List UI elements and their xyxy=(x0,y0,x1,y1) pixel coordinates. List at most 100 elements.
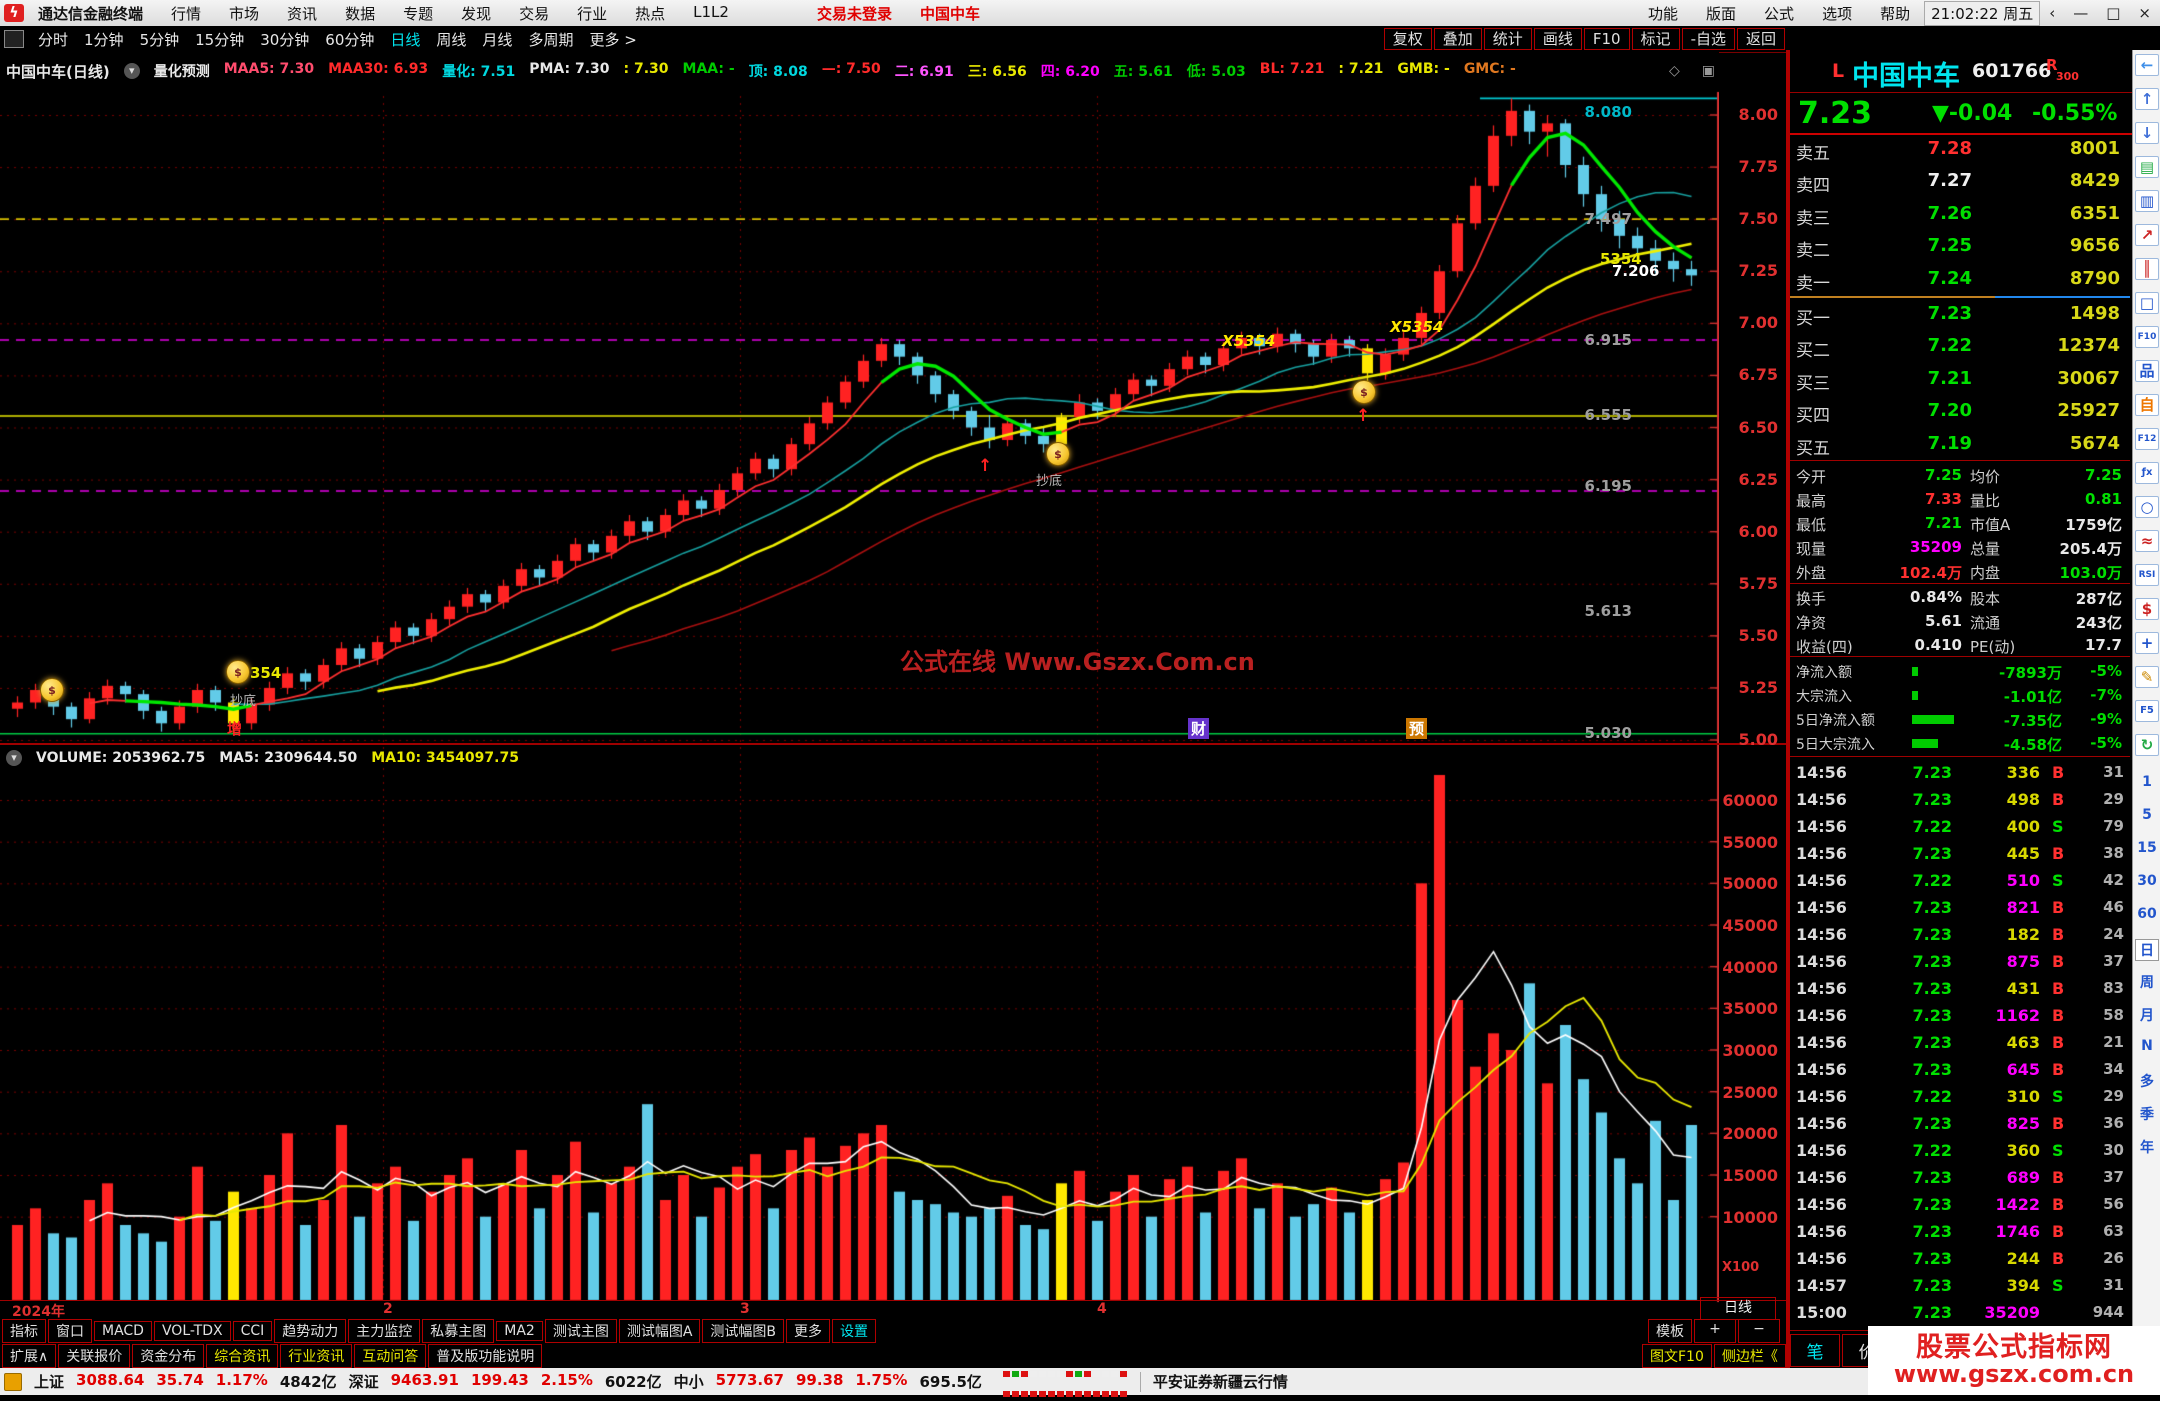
indicator-tab-测试主图[interactable]: 测试主图 xyxy=(544,1319,617,1343)
strip-period-30[interactable]: 30 xyxy=(2137,873,2157,889)
toolbar-button-F10[interactable]: F10 xyxy=(1583,28,1630,50)
indicator-tab-CCI[interactable]: CCI xyxy=(232,1321,273,1341)
extension-tab-资金分布[interactable]: 资金分布 xyxy=(132,1344,205,1368)
menu-item-版面[interactable]: 版面 xyxy=(1706,4,1737,23)
period-日线[interactable]: 日线 xyxy=(390,30,421,49)
extension-tab-综合资讯[interactable]: 综合资讯 xyxy=(206,1344,279,1368)
menu-item-功能[interactable]: 功能 xyxy=(1648,4,1679,23)
bottom-right-button-图文F10[interactable]: 图文F10 xyxy=(1642,1344,1712,1368)
strip-period-年[interactable]: 年 xyxy=(2140,1140,2154,1156)
restore-button[interactable]: □ xyxy=(2106,4,2121,22)
menu-item-L1L2[interactable]: L1L2 xyxy=(693,2,729,21)
strip-icon[interactable]: ≈ xyxy=(2135,530,2159,552)
strip-icon[interactable]: ↑ xyxy=(2135,88,2159,110)
indicator-tab-窗口[interactable]: 窗口 xyxy=(48,1319,92,1343)
menu-item-专题[interactable]: 专题 xyxy=(403,4,434,23)
indicator-tab-指标[interactable]: 指标 xyxy=(2,1319,46,1343)
stock-name[interactable]: 中国中车 xyxy=(1852,61,1960,92)
diamond-icon[interactable]: ◇ xyxy=(1668,63,1680,79)
toolbar-button-画线[interactable]: 画线 xyxy=(1533,28,1582,50)
indicator-tab-更多[interactable]: 更多 xyxy=(786,1319,831,1343)
period-15分钟[interactable]: 15分钟 xyxy=(195,30,245,49)
collapse-icon[interactable]: ▾ xyxy=(123,63,140,79)
window-mode-icon[interactable]: ▣ xyxy=(1701,63,1715,79)
indicator-name[interactable]: 量化预测 xyxy=(153,64,210,80)
menu-item-行情[interactable]: 行情 xyxy=(171,4,202,23)
period-1分钟[interactable]: 1分钟 xyxy=(84,30,124,49)
strip-period-日[interactable]: 日 xyxy=(2135,939,2159,961)
menu-item-热点[interactable]: 热点 xyxy=(635,4,666,23)
menu-item-数据[interactable]: 数据 xyxy=(345,4,376,23)
menu-item-资讯[interactable]: 资讯 xyxy=(287,4,318,23)
extension-tab-普及版功能说明[interactable]: 普及版功能说明 xyxy=(428,1344,543,1368)
strip-icon[interactable]: ↻ xyxy=(2135,734,2159,756)
template-button-模板[interactable]: 模板 xyxy=(1648,1319,1692,1343)
indicator-tab-MA2[interactable]: MA2 xyxy=(496,1321,543,1341)
extension-tab-互动问答[interactable]: 互动问答 xyxy=(354,1344,427,1368)
strip-icon[interactable]: ✎ xyxy=(2135,666,2159,688)
indicator-tab-测试幅图A[interactable]: 测试幅图A xyxy=(618,1319,701,1343)
strip-period-60[interactable]: 60 xyxy=(2137,906,2157,922)
period-5分钟[interactable]: 5分钟 xyxy=(139,30,180,49)
indicator-tab-VOL-TDX[interactable]: VOL-TDX xyxy=(153,1321,231,1341)
kline-period-cell[interactable]: 日线 xyxy=(1700,1297,1776,1320)
menu-item-发现[interactable]: 发现 xyxy=(461,4,492,23)
strip-icon[interactable]: 自 xyxy=(2135,394,2159,416)
current-stock-label[interactable]: 中国中车 xyxy=(919,4,980,23)
period-周线[interactable]: 周线 xyxy=(436,30,467,49)
strip-icon[interactable]: + xyxy=(2135,632,2159,654)
strip-icon[interactable]: □ xyxy=(2135,292,2159,314)
menu-item-交易[interactable]: 交易 xyxy=(519,4,550,23)
strip-icon[interactable]: ○ xyxy=(2135,496,2159,518)
strip-icon[interactable]: 品 xyxy=(2135,360,2159,382)
layout-icon[interactable] xyxy=(4,30,24,48)
indicator-tab-测试幅图B[interactable]: 测试幅图B xyxy=(702,1319,785,1343)
toolbar-button-统计[interactable]: 统计 xyxy=(1483,28,1532,50)
period-60分钟[interactable]: 60分钟 xyxy=(325,30,375,49)
volume-collapse-icon[interactable]: ▾ xyxy=(6,750,22,766)
strip-period-月[interactable]: 月 xyxy=(2140,1008,2154,1024)
f10-icon[interactable]: F10 xyxy=(2135,326,2159,348)
strip-period-5[interactable]: 5 xyxy=(2142,807,2152,823)
menu-item-选项[interactable]: 选项 xyxy=(1822,4,1853,23)
back-button[interactable]: ‹ xyxy=(2049,4,2056,22)
f12-icon[interactable]: F12 xyxy=(2135,428,2159,450)
indicator-tab-MACD[interactable]: MACD xyxy=(94,1321,152,1341)
f5-icon[interactable]: F5 xyxy=(2135,700,2159,722)
strip-icon[interactable]: ║ xyxy=(2135,258,2159,280)
toolbar-button-标记[interactable]: 标记 xyxy=(1631,28,1680,50)
strip-icon[interactable]: ← xyxy=(2135,54,2159,76)
menu-item-市场[interactable]: 市场 xyxy=(229,4,260,23)
template-button-+[interactable]: + xyxy=(1694,1319,1736,1343)
toolbar-button-返回[interactable]: 返回 xyxy=(1736,28,1785,50)
extension-tab-扩展∧[interactable]: 扩展∧ xyxy=(2,1344,57,1368)
period-更多 >[interactable]: 更多 > xyxy=(589,30,637,49)
candlestick-chart[interactable] xyxy=(0,50,1719,1304)
indicator-tab-私募主图[interactable]: 私募主图 xyxy=(422,1319,495,1343)
strip-period-N[interactable]: N xyxy=(2141,1038,2153,1054)
extension-tab-行业资讯[interactable]: 行业资讯 xyxy=(280,1344,353,1368)
strip-period-15[interactable]: 15 xyxy=(2137,840,2157,856)
minimize-button[interactable]: — xyxy=(2073,4,2089,22)
menu-item-帮助[interactable]: 帮助 xyxy=(1880,4,1911,23)
toolbar-button--自选[interactable]: -自选 xyxy=(1681,28,1735,50)
tick-tab-笔[interactable]: 笔 xyxy=(1790,1334,1840,1367)
strip-period-多[interactable]: 多 xyxy=(2140,1074,2154,1090)
strip-icon[interactable]: ▤ xyxy=(2135,156,2159,178)
strip-icon[interactable]: $ xyxy=(2135,598,2159,620)
period-多周期[interactable]: 多周期 xyxy=(528,30,574,49)
period-30分钟[interactable]: 30分钟 xyxy=(260,30,310,49)
menu-item-公式[interactable]: 公式 xyxy=(1764,4,1795,23)
menu-item-行业[interactable]: 行业 xyxy=(577,4,608,23)
rsi-icon[interactable]: RSI xyxy=(2135,564,2159,586)
strip-period-周[interactable]: 周 xyxy=(2140,975,2154,991)
strip-icon[interactable]: ↗ xyxy=(2135,224,2159,246)
strip-period-1[interactable]: 1 xyxy=(2142,774,2152,790)
ƒx-icon[interactable]: ƒx xyxy=(2135,462,2159,484)
bottom-right-button-侧边栏《[interactable]: 侧边栏《 xyxy=(1713,1344,1786,1368)
template-button-−[interactable]: − xyxy=(1738,1319,1780,1343)
toolbar-button-叠加[interactable]: 叠加 xyxy=(1433,28,1482,50)
strip-icon[interactable]: ↓ xyxy=(2135,122,2159,144)
toolbar-button-复权[interactable]: 复权 xyxy=(1383,28,1432,50)
chart-title[interactable]: 中国中车(日线) xyxy=(6,62,110,81)
